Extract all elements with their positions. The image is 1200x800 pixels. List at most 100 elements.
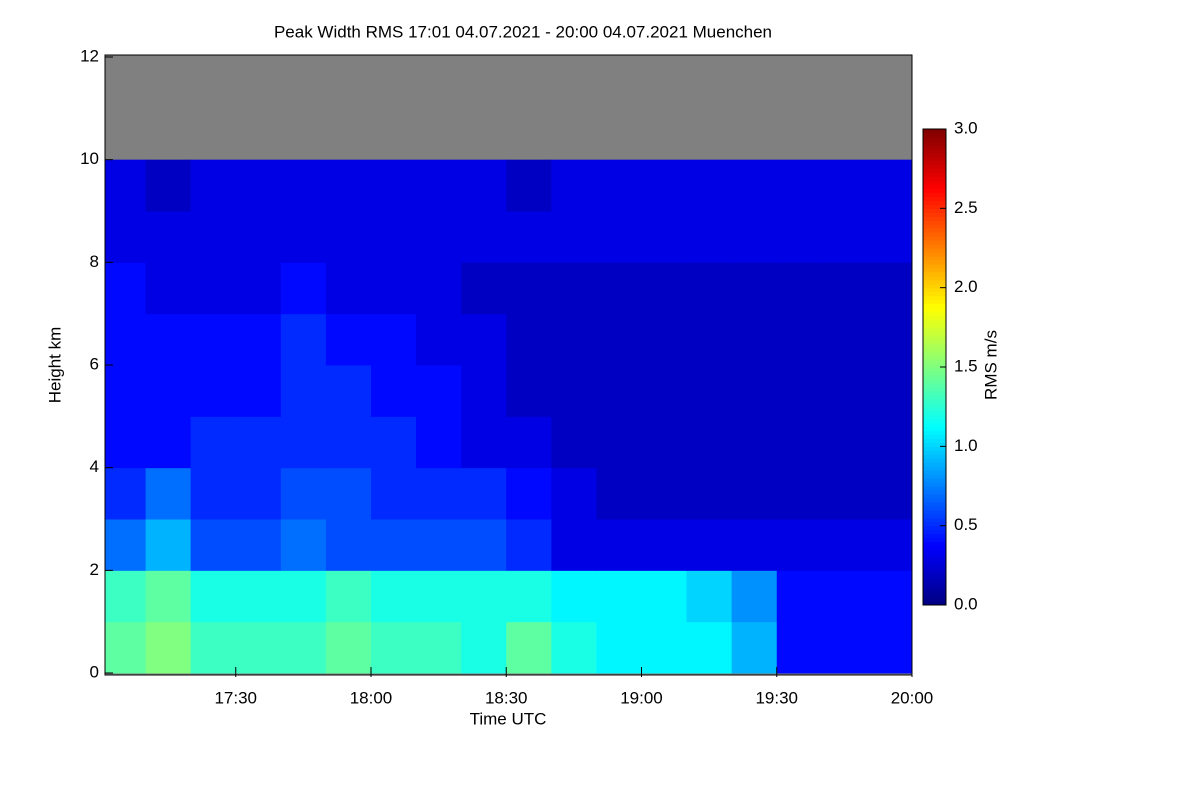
colorbar-step (923, 577, 946, 582)
heatmap-cell (325, 570, 372, 623)
heatmap-cell (821, 159, 868, 212)
y-tick-label: 6 (90, 354, 99, 373)
colorbar-step (923, 378, 946, 384)
colorbar-step (923, 533, 946, 539)
colorbar-step (923, 593, 946, 598)
colorbar-step (923, 450, 946, 455)
heatmap-cell (686, 621, 733, 674)
heatmap-cell (506, 313, 552, 366)
colorbar-step (923, 458, 946, 463)
colorbar-step (923, 573, 946, 578)
colorbar-step (923, 422, 946, 427)
colorbar-step (923, 462, 946, 467)
colorbar-step (923, 168, 946, 174)
heatmap-cell (596, 365, 642, 417)
heatmap-cell (461, 313, 507, 366)
heatmap-cell (776, 365, 823, 417)
colorbar-step (923, 601, 946, 606)
colorbar-step (923, 589, 946, 594)
heatmap-cell (235, 313, 282, 366)
heatmap-cell (145, 262, 192, 315)
heatmap-cell (280, 313, 327, 366)
colorbar-step (923, 208, 946, 213)
colorbar-step (923, 140, 946, 146)
colorbar-step (923, 279, 946, 285)
colorbar-step (923, 489, 946, 495)
heatmap-cell (370, 365, 417, 417)
heatmap-cell (325, 262, 372, 315)
heatmap-cell (370, 262, 417, 315)
heatmap-cell (325, 467, 372, 520)
heatmap-cell (416, 416, 462, 469)
colorbar-step (923, 176, 946, 182)
colorbar-step (923, 156, 946, 162)
heatmap-cell (145, 365, 192, 417)
heatmap-cell (596, 262, 642, 315)
heatmap-cell (641, 211, 688, 263)
colorbar-step (923, 323, 946, 328)
heatmap-cell (686, 159, 733, 212)
heatmap-cell (416, 262, 462, 315)
colorbar-step (923, 406, 946, 412)
heatmap-cell (190, 621, 237, 674)
heatmap-cell (866, 313, 913, 366)
colorbar-step (923, 482, 946, 487)
x-axis-label: Time UTC (470, 709, 547, 728)
y-tick-label: 12 (80, 46, 99, 65)
heatmap-cell (370, 570, 417, 623)
colorbar-step (923, 410, 946, 416)
heatmap-cell (731, 416, 778, 469)
x-tick-label: 19:30 (755, 688, 798, 707)
y-tick-label: 4 (90, 457, 99, 476)
colorbar-step (923, 442, 946, 447)
colorbar-step (923, 267, 946, 273)
heatmap-cell (686, 262, 733, 315)
heatmap-cell (731, 365, 778, 417)
colorbar-step (923, 545, 946, 550)
colorbar-step (923, 319, 946, 324)
colorbar-step (923, 434, 946, 439)
heatmap-cell (145, 313, 192, 366)
heatmap-cell (866, 570, 913, 623)
heatmap-cell (105, 365, 147, 417)
colorbar-step (923, 228, 946, 233)
heatmap-cell (776, 262, 823, 315)
heatmap-cell (776, 313, 823, 366)
heatmap-cell (731, 467, 778, 520)
heatmap-cell (821, 416, 868, 469)
colorbar-step (923, 537, 946, 543)
colorbar-step (923, 244, 946, 249)
heatmap-cell (280, 621, 327, 674)
colorbar-step (923, 446, 946, 451)
heatmap-cell (731, 262, 778, 315)
colorbar-step (923, 549, 946, 554)
heatmap-cell (145, 211, 192, 263)
heatmap-cell (596, 416, 642, 469)
heatmap-cell (280, 416, 327, 469)
x-tick-label: 17:30 (214, 688, 257, 707)
heatmap-cell (145, 159, 192, 212)
heatmap-cell (280, 262, 327, 315)
heatmap-cell (235, 519, 282, 571)
colorbar-step (923, 470, 946, 475)
heatmap-cell (105, 262, 147, 315)
heatmap-cell (190, 467, 237, 520)
colorbar-step (923, 335, 946, 340)
colorbar-step (923, 414, 946, 420)
heatmap-cell (235, 467, 282, 520)
heatmap-cell (641, 467, 688, 520)
x-tick-label: 20:00 (891, 688, 934, 707)
colorbar-step (923, 220, 946, 225)
heatmap-cell (506, 159, 552, 212)
colorbar-step (923, 291, 946, 297)
heatmap-cell (686, 365, 733, 417)
heatmap-cell (866, 365, 913, 417)
heatmap-cell (731, 570, 778, 623)
colorbar-step (923, 283, 946, 289)
heatmap-cell (821, 519, 868, 571)
colorbar-step (923, 240, 946, 245)
colorbar-step (923, 311, 946, 316)
heatmap-cell (190, 262, 237, 315)
heatmap-cell (280, 365, 327, 417)
